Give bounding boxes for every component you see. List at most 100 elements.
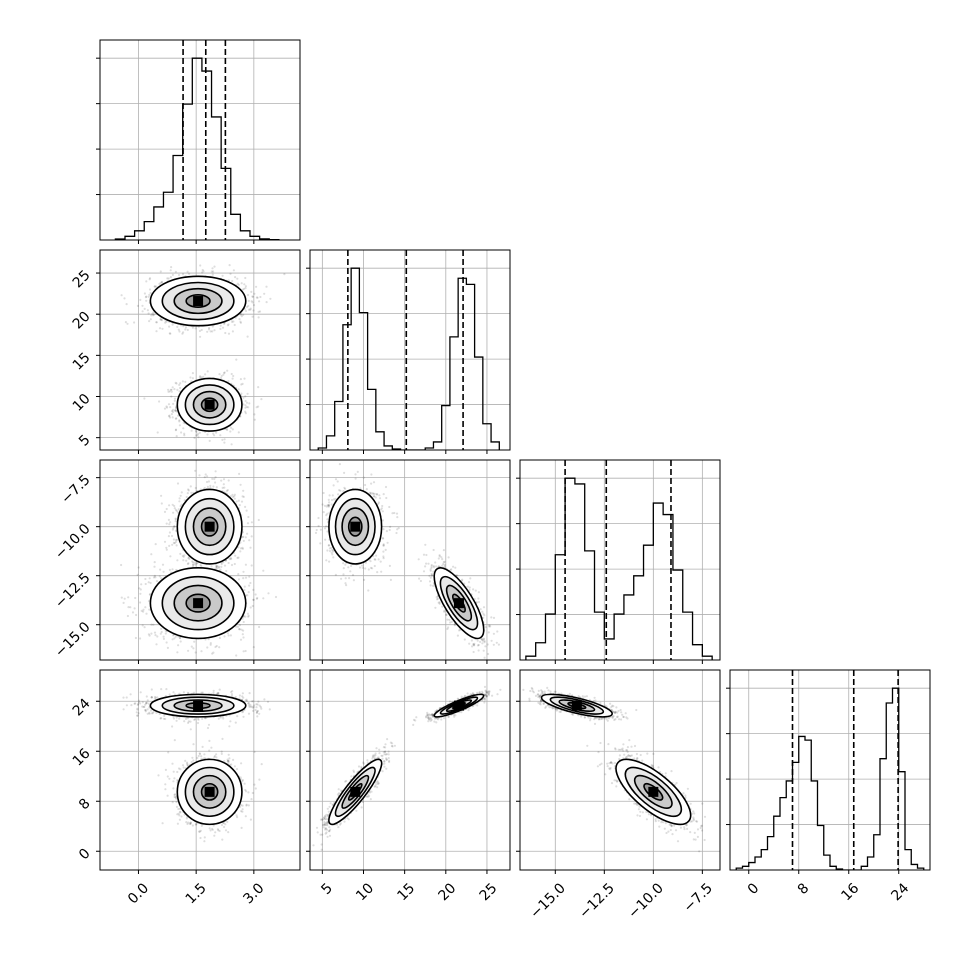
data-point bbox=[182, 325, 185, 328]
data-point bbox=[229, 557, 232, 560]
data-point bbox=[177, 328, 180, 331]
data-point bbox=[197, 432, 200, 435]
data-point bbox=[274, 595, 278, 599]
data-point bbox=[203, 476, 206, 479]
data-point bbox=[255, 597, 258, 600]
data-point bbox=[244, 536, 247, 539]
data-point bbox=[242, 539, 245, 543]
data-point bbox=[123, 297, 126, 300]
data-point bbox=[155, 285, 158, 288]
data-point bbox=[231, 279, 234, 283]
data-point bbox=[166, 646, 169, 650]
data-point bbox=[178, 424, 181, 427]
data-point bbox=[217, 566, 220, 569]
data-point bbox=[209, 484, 212, 487]
data-point bbox=[233, 562, 236, 566]
data-point bbox=[250, 535, 253, 538]
data-point bbox=[219, 324, 222, 327]
data-point bbox=[191, 565, 195, 568]
data-point bbox=[165, 405, 168, 408]
data-point bbox=[186, 492, 189, 495]
data-point bbox=[174, 409, 177, 412]
data-point bbox=[230, 426, 233, 429]
data-point bbox=[247, 591, 250, 594]
scatter-panel-2-1 bbox=[96, 249, 301, 454]
data-point bbox=[170, 409, 174, 413]
data-point bbox=[212, 651, 215, 654]
data-point bbox=[214, 476, 217, 479]
data-point bbox=[166, 277, 169, 280]
data-point bbox=[237, 556, 240, 559]
data-point bbox=[147, 633, 150, 636]
data-point bbox=[187, 489, 190, 492]
data-point bbox=[183, 499, 186, 502]
data-point bbox=[253, 292, 256, 295]
data-point bbox=[164, 321, 167, 324]
data-point bbox=[244, 276, 247, 280]
density-peak bbox=[193, 296, 204, 307]
data-point bbox=[167, 277, 170, 280]
data-point bbox=[177, 508, 180, 511]
data-point bbox=[230, 443, 233, 446]
data-point bbox=[230, 372, 233, 376]
data-point bbox=[173, 388, 176, 391]
data-point bbox=[244, 412, 247, 415]
data-point bbox=[234, 554, 237, 557]
data-point bbox=[186, 270, 189, 273]
data-point bbox=[147, 295, 150, 298]
data-point bbox=[182, 559, 185, 562]
data-point bbox=[206, 330, 209, 333]
data-point bbox=[248, 402, 251, 405]
data-point bbox=[171, 543, 174, 546]
data-point bbox=[222, 373, 225, 376]
data-point bbox=[151, 312, 154, 315]
data-point bbox=[174, 540, 178, 544]
data-point bbox=[186, 562, 189, 566]
data-point bbox=[158, 327, 162, 330]
data-point bbox=[243, 377, 246, 380]
data-point bbox=[141, 310, 144, 313]
data-point bbox=[237, 388, 240, 391]
data-point bbox=[178, 420, 181, 423]
data-point bbox=[239, 550, 242, 553]
data-point bbox=[193, 561, 196, 564]
data-point bbox=[209, 642, 212, 645]
data-point bbox=[143, 397, 146, 400]
data-point bbox=[226, 324, 229, 327]
data-point bbox=[174, 429, 177, 432]
data-point bbox=[175, 435, 178, 438]
data-point bbox=[242, 495, 245, 498]
data-point bbox=[148, 577, 151, 580]
data-point bbox=[204, 638, 207, 641]
data-point bbox=[173, 525, 176, 528]
data-point bbox=[178, 383, 181, 386]
data-point bbox=[215, 566, 218, 569]
data-point bbox=[246, 335, 249, 338]
data-point bbox=[240, 383, 243, 386]
data-point bbox=[156, 635, 159, 638]
data-point bbox=[176, 559, 179, 562]
data-point bbox=[255, 406, 258, 409]
data-point bbox=[173, 399, 176, 402]
data-point bbox=[265, 301, 268, 304]
data-point bbox=[171, 528, 174, 531]
data-point bbox=[142, 610, 145, 613]
data-point bbox=[168, 325, 171, 328]
data-point bbox=[174, 417, 177, 420]
data-point bbox=[155, 321, 158, 324]
data-point bbox=[213, 434, 216, 437]
data-point bbox=[152, 623, 155, 626]
data-point bbox=[222, 561, 225, 564]
data-point bbox=[206, 475, 209, 478]
data-point bbox=[184, 326, 188, 329]
data-point bbox=[238, 472, 241, 475]
data-point bbox=[249, 546, 252, 549]
hist-panel-1 bbox=[96, 39, 301, 244]
data-point bbox=[216, 567, 219, 570]
data-point bbox=[169, 521, 172, 524]
data-point bbox=[221, 438, 224, 441]
data-point bbox=[162, 637, 165, 641]
data-point bbox=[225, 569, 228, 573]
data-point bbox=[245, 401, 249, 404]
data-point bbox=[247, 406, 250, 409]
